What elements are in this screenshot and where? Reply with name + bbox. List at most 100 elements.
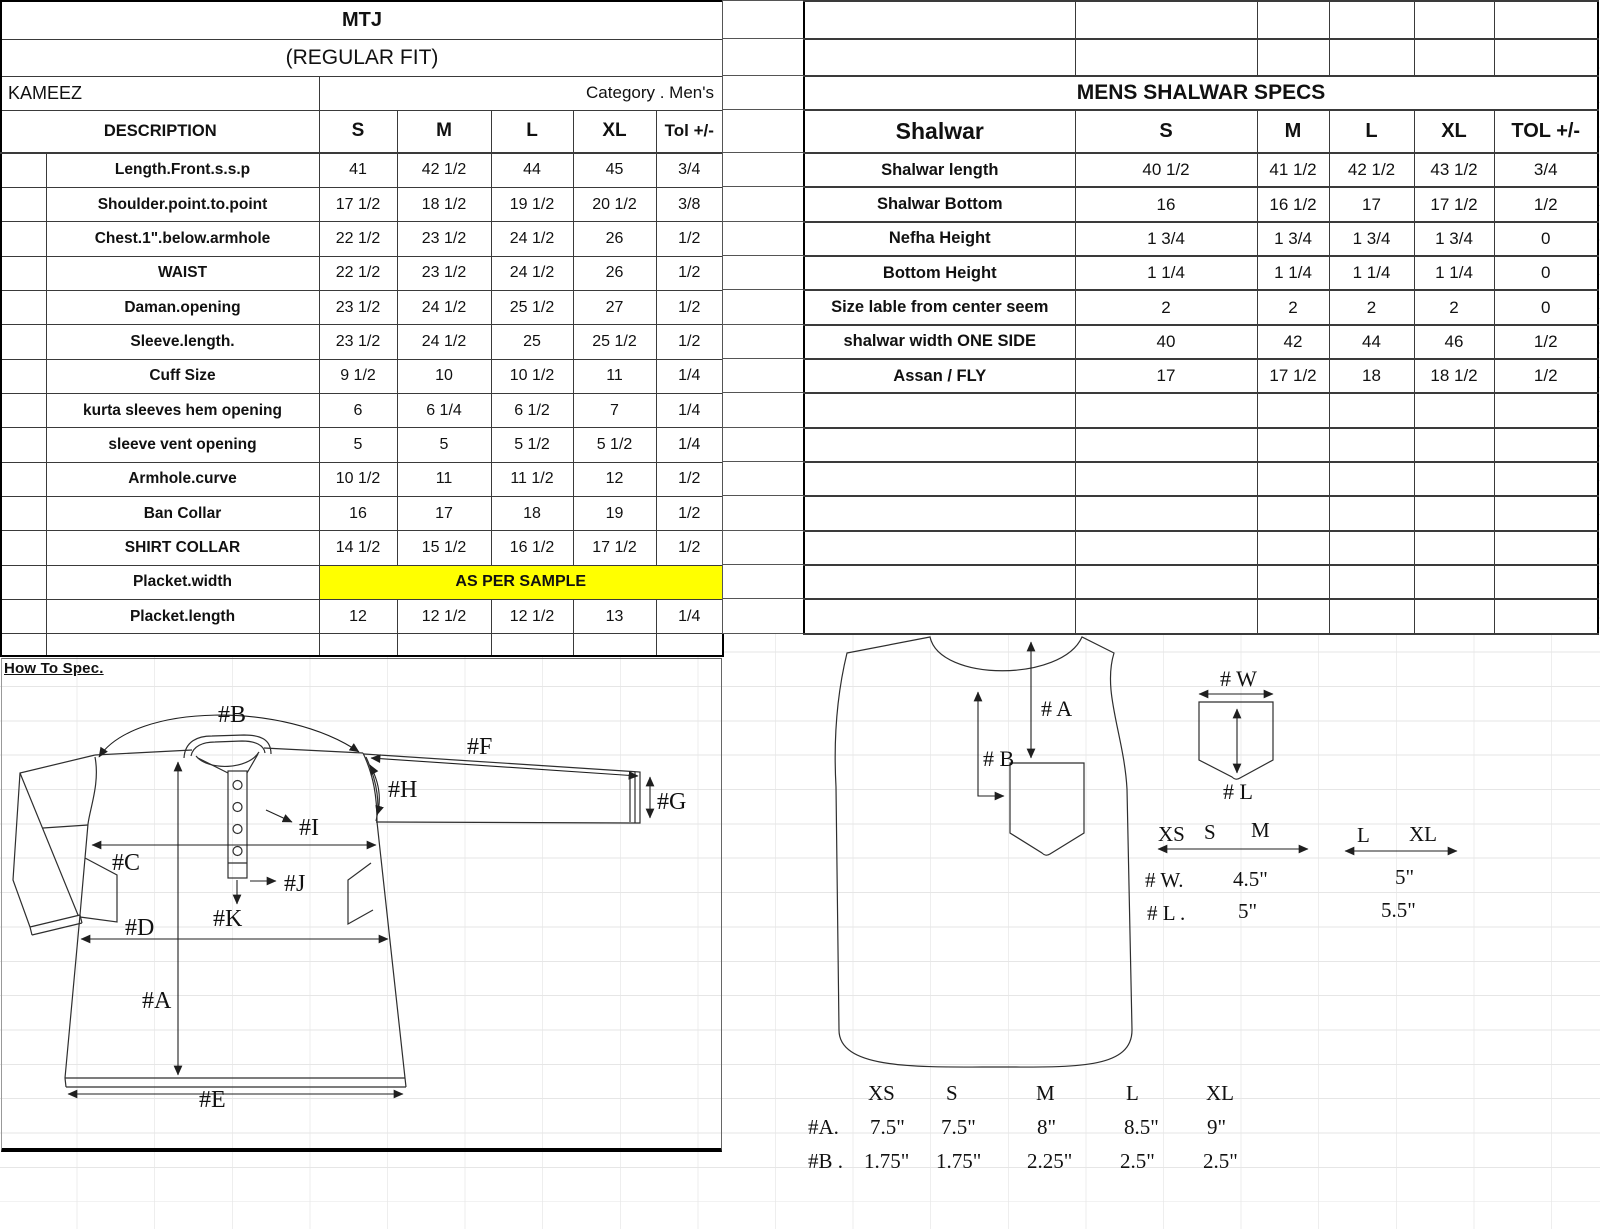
spec-value-cell[interactable]: 9 1/2 [318, 358, 398, 394]
spec-value-cell[interactable]: 26 [572, 255, 657, 291]
spec-value-cell[interactable]: 15 1/2 [396, 530, 492, 566]
col-header-xl[interactable]: XL [572, 109, 657, 154]
spec-value-cell[interactable]: 0 [1493, 220, 1599, 258]
spec-value-cell[interactable]: 13 [572, 598, 657, 635]
spec-value-cell[interactable]: 23 1/2 [318, 324, 398, 360]
spec-value-cell[interactable]: 2 [1256, 289, 1330, 326]
spec-value-cell[interactable]: 25 1/2 [490, 289, 574, 326]
spec-value-cell[interactable]: 46 [1413, 323, 1495, 361]
empty-cell[interactable] [1256, 0, 1330, 40]
empty-cell[interactable] [45, 633, 320, 657]
spec-name-cell[interactable]: Cuff Size [45, 358, 320, 394]
spec-value-cell[interactable]: 10 1/2 [318, 461, 398, 497]
empty-cell[interactable] [1328, 564, 1415, 601]
spec-value-cell[interactable]: 1 1/4 [1074, 255, 1258, 292]
empty-cell[interactable] [1074, 529, 1258, 567]
spec-value-cell[interactable]: 12 [572, 461, 657, 497]
spec-value-cell[interactable]: 1 1/4 [1413, 255, 1495, 292]
empty-cell[interactable] [722, 529, 804, 566]
empty-cell[interactable] [1413, 0, 1495, 40]
row-margin-cell[interactable] [0, 392, 47, 429]
empty-cell[interactable] [722, 289, 804, 325]
empty-cell[interactable] [490, 633, 574, 657]
empty-cell[interactable] [1413, 38, 1495, 77]
spec-value-cell[interactable]: 1/2 [655, 221, 724, 257]
empty-cell[interactable] [722, 109, 804, 153]
empty-cell[interactable] [1493, 598, 1599, 635]
col-header-l[interactable]: L [1328, 109, 1415, 154]
spec-value-cell[interactable]: 16 [318, 495, 398, 532]
row-margin-cell[interactable] [0, 358, 47, 394]
spec-value-cell[interactable]: 5 1/2 [490, 427, 574, 463]
empty-cell[interactable] [1074, 564, 1258, 601]
row-margin-cell[interactable] [0, 564, 47, 600]
empty-cell[interactable] [1256, 426, 1330, 464]
spec-value-cell[interactable]: 1/2 [655, 530, 724, 566]
empty-cell[interactable] [722, 255, 804, 291]
spec-name-cell[interactable]: Shalwar length [803, 151, 1076, 189]
empty-cell[interactable] [1256, 529, 1330, 567]
spec-name-cell[interactable]: kurta sleeves hem opening [45, 392, 320, 429]
empty-cell[interactable] [803, 0, 1076, 40]
spec-value-cell[interactable]: 7 [572, 392, 657, 429]
col-header-shalwar[interactable]: Shalwar [803, 109, 1076, 154]
spec-value-cell[interactable]: 22 1/2 [318, 221, 398, 257]
empty-cell[interactable] [1493, 426, 1599, 464]
spec-value-cell[interactable]: 1 3/4 [1413, 220, 1495, 258]
col-header-m[interactable]: M [396, 109, 492, 154]
spec-value-cell[interactable]: 25 [490, 324, 574, 360]
spec-name-cell[interactable]: Armhole.curve [45, 461, 320, 497]
col-header-tol[interactable]: TOL +/- [1493, 109, 1599, 154]
spec-value-cell[interactable]: 1/4 [655, 427, 724, 463]
spec-value-cell[interactable]: 1 1/4 [1256, 255, 1330, 292]
col-header-m[interactable]: M [1256, 109, 1330, 154]
spec-value-cell[interactable]: 5 1/2 [572, 427, 657, 463]
spec-value-cell[interactable]: 42 1/2 [396, 152, 492, 188]
spec-value-cell[interactable]: 45 [572, 152, 657, 188]
spec-value-cell[interactable]: 1/2 [1493, 358, 1599, 395]
spec-name-cell[interactable]: Sleeve.length. [45, 324, 320, 360]
empty-cell[interactable] [722, 0, 804, 39]
spec-name-cell[interactable]: sleeve vent opening [45, 427, 320, 463]
empty-cell[interactable] [722, 564, 804, 600]
spec-value-cell[interactable]: 20 1/2 [572, 186, 657, 223]
spec-value-cell[interactable]: 3/8 [655, 186, 724, 223]
spec-value-cell[interactable]: 24 1/2 [490, 255, 574, 291]
empty-cell[interactable] [655, 633, 724, 657]
garment-name-cell[interactable]: KAMEEZ [0, 75, 320, 111]
col-header-s[interactable]: S [1074, 109, 1258, 154]
empty-cell[interactable] [1413, 529, 1495, 567]
empty-cell[interactable] [803, 426, 1076, 464]
spec-value-cell[interactable]: 16 [1074, 186, 1258, 223]
row-margin-cell[interactable] [0, 186, 47, 223]
spec-value-cell[interactable]: 44 [490, 152, 574, 188]
spec-value-cell[interactable]: 1/2 [655, 461, 724, 497]
empty-cell[interactable] [1256, 564, 1330, 601]
spec-value-cell[interactable]: 3/4 [655, 152, 724, 188]
spec-value-cell[interactable]: 1/2 [655, 324, 724, 360]
spec-name-cell[interactable]: Chest.1".below.armhole [45, 221, 320, 257]
spec-name-cell[interactable]: Assan / FLY [803, 358, 1076, 395]
highlighted-sample-cell[interactable]: AS PER SAMPLE [318, 564, 724, 600]
spec-value-cell[interactable]: 5 [396, 427, 492, 463]
row-margin-cell[interactable] [0, 152, 47, 188]
empty-cell[interactable] [803, 461, 1076, 498]
empty-cell[interactable] [803, 529, 1076, 567]
spec-value-cell[interactable]: 12 1/2 [396, 598, 492, 635]
empty-cell[interactable] [1413, 598, 1495, 635]
empty-cell[interactable] [803, 598, 1076, 635]
spec-value-cell[interactable]: 1/2 [655, 289, 724, 326]
spec-value-cell[interactable]: 42 [1256, 323, 1330, 361]
spec-value-cell[interactable]: 6 1/4 [396, 392, 492, 429]
spec-value-cell[interactable]: 16 1/2 [490, 530, 574, 566]
empty-cell[interactable] [722, 186, 804, 222]
spec-value-cell[interactable]: 6 1/2 [490, 392, 574, 429]
empty-cell[interactable] [803, 564, 1076, 601]
spec-value-cell[interactable]: 1/4 [655, 598, 724, 635]
spec-value-cell[interactable]: 18 [1328, 358, 1415, 395]
empty-cell[interactable] [1328, 392, 1415, 429]
spec-value-cell[interactable]: 26 [572, 221, 657, 257]
spec-value-cell[interactable]: 1 3/4 [1074, 220, 1258, 258]
spec-value-cell[interactable]: 23 1/2 [396, 221, 492, 257]
spec-name-cell[interactable]: Ban Collar [45, 495, 320, 532]
